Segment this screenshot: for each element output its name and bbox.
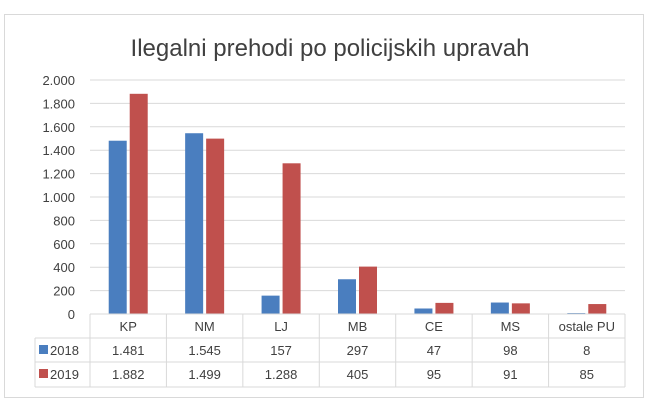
bar-2018-CE xyxy=(414,308,433,314)
bar-2018-MB xyxy=(338,279,356,314)
x-tick-label: CE xyxy=(425,319,443,334)
bar-2019-NM xyxy=(206,138,225,314)
bar-2019-KP xyxy=(129,93,148,314)
data-label: 1.288 xyxy=(265,367,298,382)
x-tick-label: ostale PU xyxy=(559,319,615,334)
bar-2018-LJ xyxy=(261,295,280,314)
y-tick-label: 1.200 xyxy=(42,167,75,182)
y-tick-label: 400 xyxy=(53,260,75,275)
bar-2018-MS xyxy=(490,302,509,314)
data-label: 157 xyxy=(270,343,292,358)
bar-2019-MS xyxy=(511,303,530,314)
data-label: 8 xyxy=(583,343,590,358)
bar-2019-LJ xyxy=(282,163,301,314)
legend-label-2019: 2019 xyxy=(50,367,79,382)
bar-2019-ostale-PU xyxy=(588,304,607,314)
bar-2018-NM xyxy=(185,133,204,314)
chart-frame xyxy=(4,14,644,398)
y-tick-label: 0 xyxy=(68,307,75,322)
y-tick-label: 1.600 xyxy=(42,120,75,135)
chart-title: Ilegalni prehodi po policijskih upravah xyxy=(131,35,530,62)
x-tick-label: LJ xyxy=(274,319,288,334)
data-label: 91 xyxy=(503,367,517,382)
data-label: 95 xyxy=(427,367,441,382)
legend-swatch-2018 xyxy=(39,345,48,354)
bar-2018-KP xyxy=(108,140,127,314)
data-label: 1.481 xyxy=(112,343,145,358)
x-tick-label: NM xyxy=(195,319,215,334)
data-label: 1.882 xyxy=(112,367,145,382)
y-tick-label: 2.000 xyxy=(42,73,75,88)
y-tick-label: 1.400 xyxy=(42,143,75,158)
data-label: 1.545 xyxy=(188,343,221,358)
x-tick-label: KP xyxy=(120,319,137,334)
y-tick-label: 1.000 xyxy=(42,190,75,205)
legend-swatch-2019 xyxy=(39,369,48,378)
y-tick-label: 1.800 xyxy=(42,96,75,111)
x-tick-label: MB xyxy=(348,319,368,334)
bar-2019-CE xyxy=(435,302,454,314)
y-tick-label: 600 xyxy=(53,237,75,252)
data-label: 85 xyxy=(580,367,594,382)
data-label: 98 xyxy=(503,343,517,358)
y-tick-label: 200 xyxy=(53,284,75,299)
x-tick-label: MS xyxy=(501,319,521,334)
data-label: 297 xyxy=(347,343,369,358)
data-label: 47 xyxy=(427,343,441,358)
data-label: 1.499 xyxy=(188,367,221,382)
y-tick-label: 800 xyxy=(53,213,75,228)
data-label: 405 xyxy=(347,367,369,382)
bar-2019-MB xyxy=(359,266,377,314)
legend-label-2018: 2018 xyxy=(50,343,79,358)
